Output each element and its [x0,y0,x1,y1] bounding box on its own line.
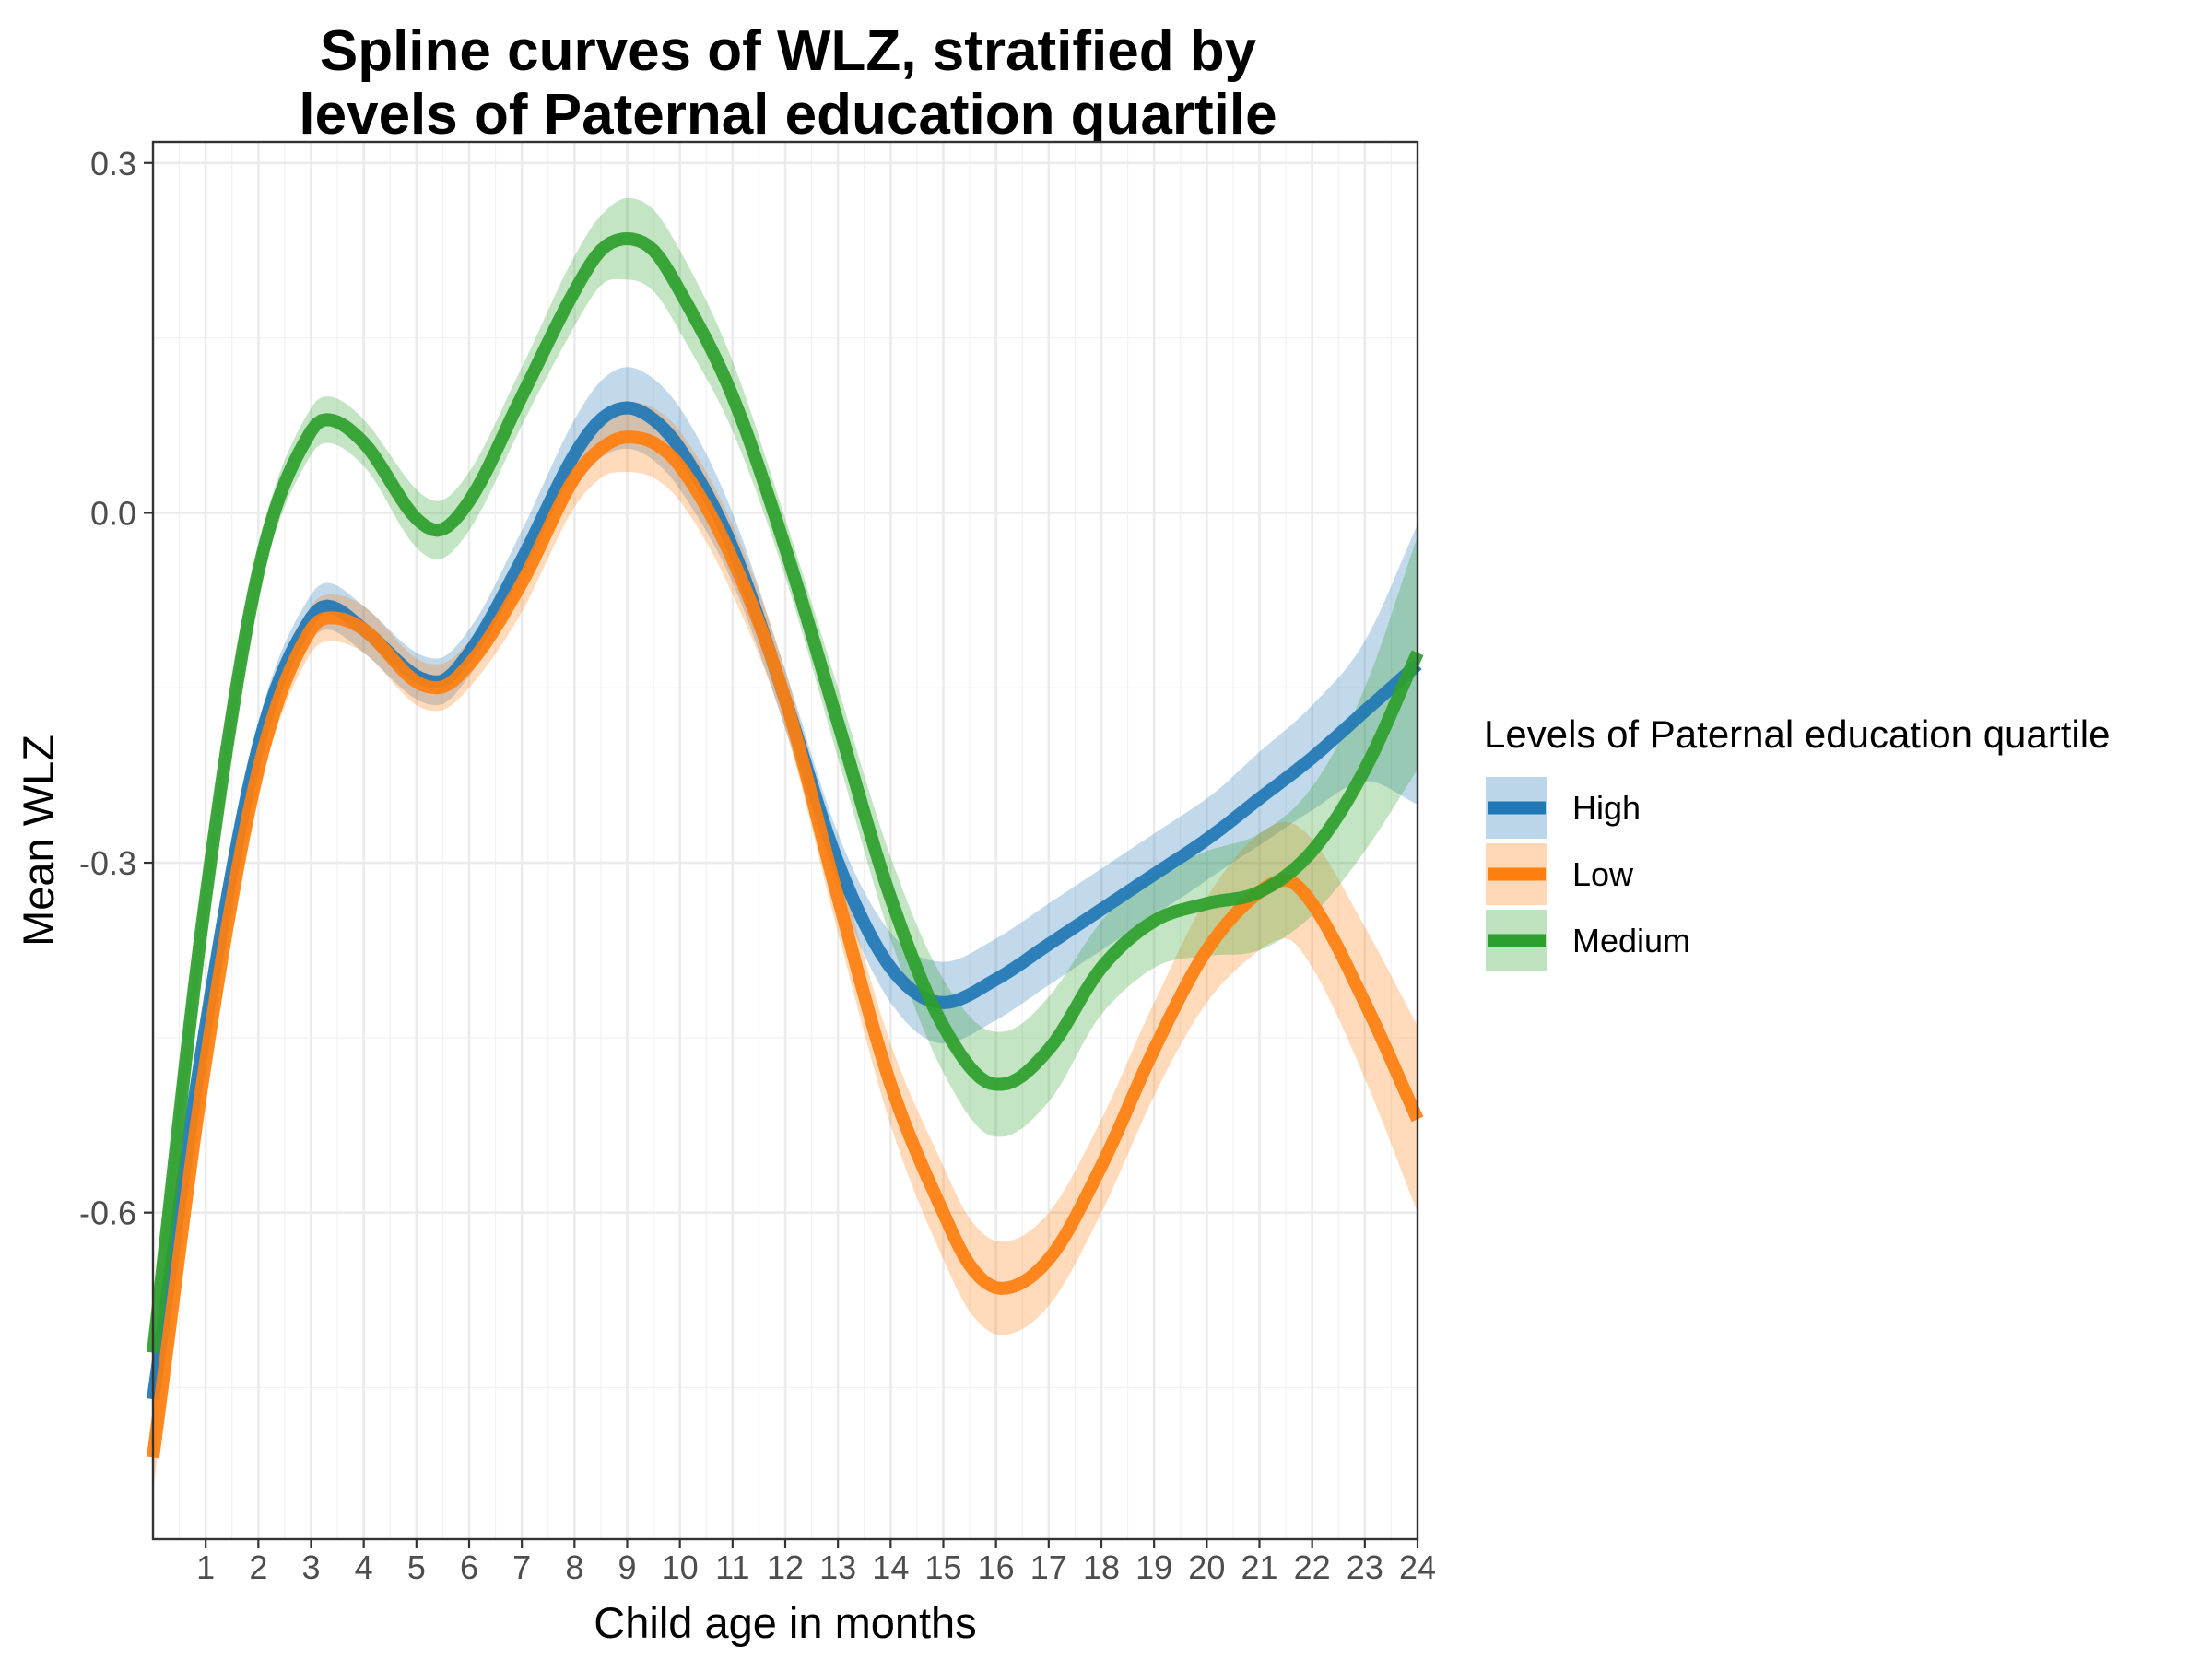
x-tick-label: 19 [1135,1548,1172,1586]
ci-band-high [153,367,1418,1435]
y-tick-label: -0.3 [79,844,136,882]
x-tick-label: 22 [1294,1548,1331,1586]
axes: 1 2 3 4 5 6 7 8 9 10 11 12 13 14 15 16 17 18 19 20 21 22 23 240… [79,145,1436,1586]
series-lines [147,232,1424,1459]
legend: Levels of Paternal education quartile Hi… [1484,712,2110,971]
x-tick-label: 6 [460,1548,478,1586]
x-tick-label: 11 [715,1548,749,1586]
x-tick-label: 17 [1030,1548,1067,1586]
chart-title-line-1: Spline curves of WLZ, stratified by [320,19,1257,83]
x-tick-label: 18 [1083,1548,1120,1586]
x-axis-title: Child age in months [594,1598,976,1647]
y-axis-title: Mean WLZ [14,735,63,947]
legend-label-medium: Medium [1572,922,1690,959]
x-tick-label: 23 [1347,1548,1383,1586]
x-tick-label: 12 [767,1548,804,1586]
chart-title-line-2: levels of Paternal education quartile [299,83,1277,147]
x-tick-label: 2 [249,1548,267,1586]
x-tick-label: 16 [978,1548,1015,1586]
x-tick-label: 4 [355,1548,373,1586]
x-tick-label: 15 [924,1548,961,1586]
x-tick-label: 1 [196,1548,215,1586]
legend-title: Levels of Paternal education quartile [1484,712,2110,756]
x-tick-label: 9 [618,1548,636,1586]
x-tick-label: 14 [872,1548,909,1586]
legend-label-high: High [1572,789,1641,827]
x-tick-label: 24 [1399,1548,1436,1586]
y-tick-label: 0.3 [90,145,136,182]
series-line-low [147,430,1424,1459]
x-tick-label: 8 [565,1548,583,1586]
y-tick-label: -0.6 [79,1194,136,1232]
x-tick-label: 10 [662,1548,699,1586]
x-tick-label: 21 [1241,1548,1277,1586]
x-tick-label: 20 [1188,1548,1225,1586]
ci-band-low [153,402,1418,1493]
x-tick-label: 3 [301,1548,320,1586]
y-tick-label: 0.0 [90,494,136,532]
x-tick-label: 13 [819,1548,856,1586]
x-tick-label: 7 [512,1548,531,1586]
x-tick-label: 5 [407,1548,426,1586]
legend-label-low: Low [1572,855,1634,893]
series-line-medium [147,232,1424,1354]
plot-area [147,140,1424,1541]
